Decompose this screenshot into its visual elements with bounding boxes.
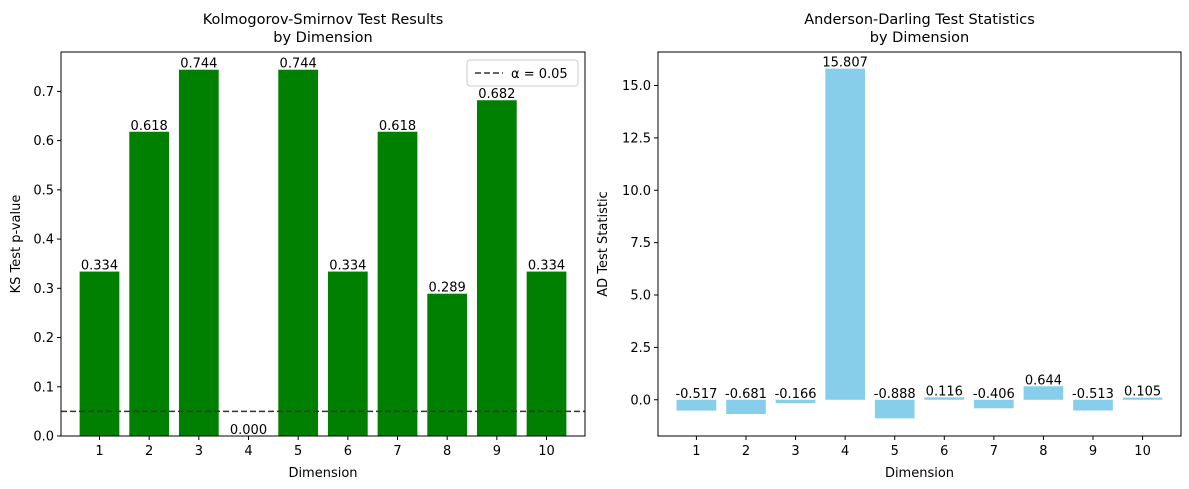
ad-x-tick-label: 2	[742, 444, 750, 459]
ks-chart-title: Kolmogorov-Smirnov Test Results by Dimens…	[203, 12, 444, 46]
ks-y-tick-label: 0.2	[33, 331, 54, 346]
ad-bar	[726, 399, 766, 415]
ad-bar	[1073, 399, 1113, 411]
ad-y-tick-label: 2.5	[630, 341, 651, 356]
ks-bar-value-label: 0.334	[329, 259, 366, 274]
ad-axes-frame	[657, 51, 1182, 437]
ad-x-tick-label: 5	[891, 444, 899, 459]
ad-y-tick-label: 5.0	[630, 289, 651, 304]
ks-test-chart: Kolmogorov-Smirnov Test Results by Dimens…	[9, 12, 586, 481]
ad-x-tick-label: 6	[940, 444, 948, 459]
ks-legend-box	[466, 59, 579, 87]
ks-y-axis-label: KS Test p-value	[9, 195, 24, 294]
ad-bar-value-label: 0.105	[1124, 385, 1161, 400]
ad-chart-title: Anderson-Darling Test Statistics by Dimen…	[804, 12, 1035, 46]
ks-legend-label: α = 0.05	[511, 67, 568, 82]
ks-x-tick-label: 3	[195, 444, 203, 459]
ad-x-tick-label: 7	[990, 444, 998, 459]
ad-bar-value-label: 0.116	[926, 384, 963, 399]
ks-x-tick-label: 1	[95, 444, 103, 459]
ks-y-tick-label: 0.1	[33, 380, 54, 395]
ad-bar	[1122, 397, 1163, 400]
ks-legend: α = 0.05	[466, 59, 579, 87]
ad-bar	[1023, 386, 1064, 400]
ks-bar	[427, 293, 468, 436]
ks-chart-title-line: by Dimension	[273, 30, 372, 46]
ks-chart-title-line: Kolmogorov-Smirnov Test Results	[203, 12, 444, 28]
ad-y-axis-label: AD Test Statistic	[596, 191, 611, 296]
ad-bar-value-label: -0.517	[675, 387, 717, 402]
ad-bar-value-label: -0.166	[775, 387, 817, 402]
ad-bar-value-label: 0.644	[1025, 373, 1062, 388]
ad-bar	[924, 397, 965, 400]
ad-x-tick-label: 4	[841, 444, 849, 459]
ad-y-tick-label: 10.0	[622, 184, 651, 199]
ad-y-tick-label: 15.0	[622, 79, 651, 94]
ad-bar	[825, 68, 865, 400]
ks-bar-value-label: 0.000	[230, 423, 267, 438]
ks-bar	[327, 271, 368, 436]
ks-x-tick-label: 6	[344, 444, 352, 459]
ad-bar	[775, 399, 816, 404]
ad-x-tick-label: 9	[1089, 444, 1097, 459]
ks-bar-value-label: 0.289	[429, 281, 466, 296]
ks-x-tick-label: 10	[538, 444, 555, 459]
ad-test-chart: Anderson-Darling Test Statistics by Dimen…	[596, 12, 1182, 481]
ks-bar	[79, 271, 120, 436]
ks-y-tick-label: 0.3	[33, 282, 54, 297]
ad-bar-value-label: 15.807	[822, 56, 868, 71]
ad-x-tick-label: 8	[1039, 444, 1047, 459]
ks-bar	[377, 131, 418, 436]
ks-y-tick-label: 0.0	[33, 430, 54, 445]
ad-bar-value-label: -0.681	[725, 387, 767, 402]
ad-x-axis-label: Dimension	[885, 466, 954, 481]
ks-axes-frame	[60, 51, 586, 437]
ad-chart-title-line: Anderson-Darling Test Statistics	[804, 12, 1035, 28]
ks-x-tick-label: 5	[294, 444, 302, 459]
ad-y-tick-label: 12.5	[622, 131, 651, 146]
ks-bar-value-label: 0.618	[379, 119, 416, 134]
ad-chart-title-line: by Dimension	[870, 30, 969, 46]
ks-bar	[476, 100, 517, 436]
ad-y-tick-label: 7.5	[630, 236, 651, 251]
ks-y-tick-label: 0.5	[33, 183, 54, 198]
ks-bar-value-label: 0.744	[180, 57, 217, 72]
ad-bar	[974, 399, 1014, 409]
ad-bar-value-label: -0.406	[973, 387, 1015, 402]
ks-x-tick-label: 7	[393, 444, 401, 459]
ad-x-tick-label: 1	[692, 444, 700, 459]
ks-bar-value-label: 0.618	[131, 119, 168, 134]
ad-x-tick-label: 10	[1134, 444, 1151, 459]
ks-bar	[278, 69, 319, 436]
ks-x-tick-label: 9	[493, 444, 501, 459]
ks-bar-value-label: 0.682	[478, 87, 515, 102]
ks-y-tick-label: 0.6	[33, 134, 54, 149]
ks-x-tick-label: 8	[443, 444, 451, 459]
ad-bar-value-label: -0.513	[1072, 387, 1114, 402]
ks-x-tick-label: 4	[244, 444, 252, 459]
ad-bar-value-label: -0.888	[874, 387, 916, 402]
ks-bar	[178, 69, 219, 436]
ks-bar-value-label: 0.744	[280, 57, 317, 72]
ad-bar	[676, 399, 717, 411]
ad-y-tick-label: 0.0	[630, 393, 651, 408]
ks-bar	[526, 271, 567, 436]
ks-x-axis-label: Dimension	[288, 466, 357, 481]
ad-x-tick-label: 3	[791, 444, 799, 459]
ks-y-tick-label: 0.4	[33, 233, 54, 248]
ad-bar	[874, 399, 915, 419]
ks-bar-value-label: 0.334	[81, 259, 118, 274]
ks-x-tick-label: 2	[145, 444, 153, 459]
ks-y-tick-label: 0.7	[33, 85, 54, 100]
ks-bar-value-label: 0.334	[528, 259, 565, 274]
ks-bar	[129, 131, 170, 436]
